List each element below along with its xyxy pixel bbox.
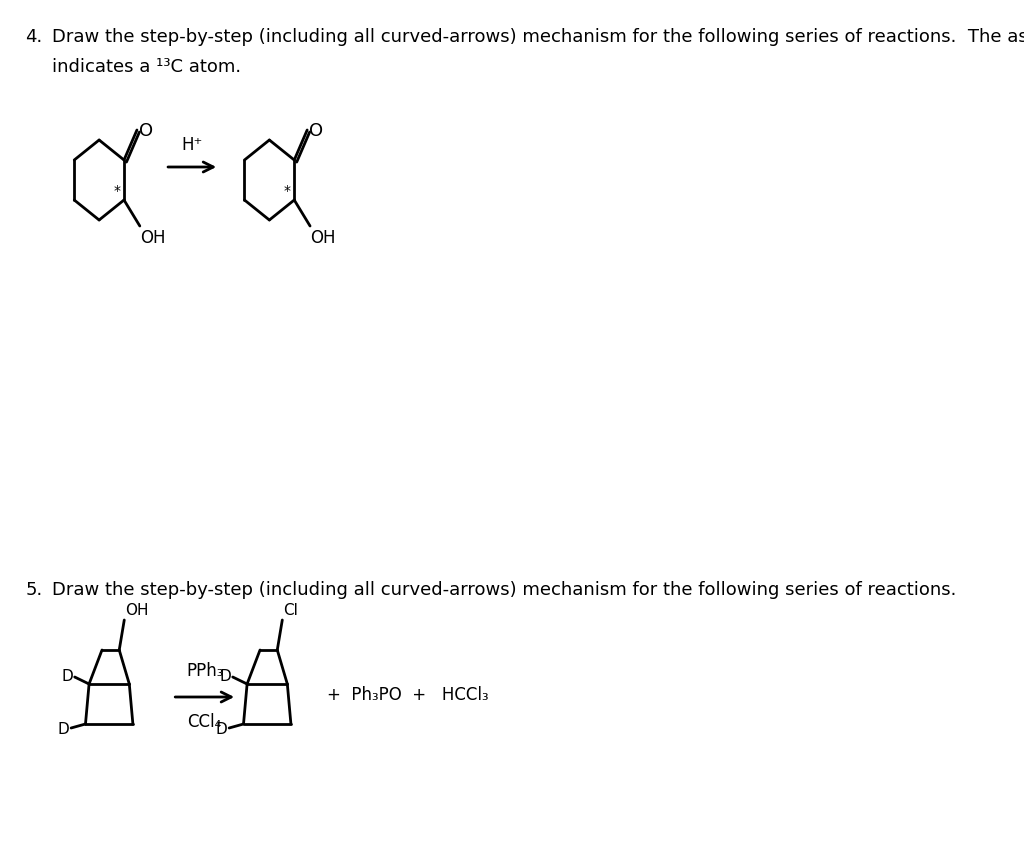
Text: 5.: 5. bbox=[26, 580, 42, 598]
Text: CCl₄: CCl₄ bbox=[187, 712, 222, 730]
Text: D: D bbox=[58, 722, 70, 737]
Text: +  Ph₃PO  +   HCCl₃: + Ph₃PO + HCCl₃ bbox=[327, 685, 488, 703]
Text: Draw the step-by-step (including all curved-arrows) mechanism for the following : Draw the step-by-step (including all cur… bbox=[52, 28, 1024, 46]
Text: OH: OH bbox=[140, 228, 165, 247]
Text: OH: OH bbox=[125, 602, 148, 618]
Text: *: * bbox=[284, 184, 291, 198]
Text: *: * bbox=[114, 184, 121, 198]
Text: O: O bbox=[309, 122, 324, 140]
Text: indicates a ¹³C atom.: indicates a ¹³C atom. bbox=[52, 58, 241, 76]
Text: Draw the step-by-step (including all curved-arrows) mechanism for the following : Draw the step-by-step (including all cur… bbox=[52, 580, 956, 598]
Text: D: D bbox=[219, 669, 231, 683]
Text: D: D bbox=[216, 722, 227, 737]
Text: O: O bbox=[139, 122, 154, 140]
Text: Cl: Cl bbox=[283, 602, 298, 618]
Text: D: D bbox=[61, 669, 74, 683]
Text: H⁺: H⁺ bbox=[181, 135, 203, 154]
Text: PPh₃: PPh₃ bbox=[186, 661, 223, 679]
Text: OH: OH bbox=[310, 228, 336, 247]
Text: 4.: 4. bbox=[26, 28, 42, 46]
